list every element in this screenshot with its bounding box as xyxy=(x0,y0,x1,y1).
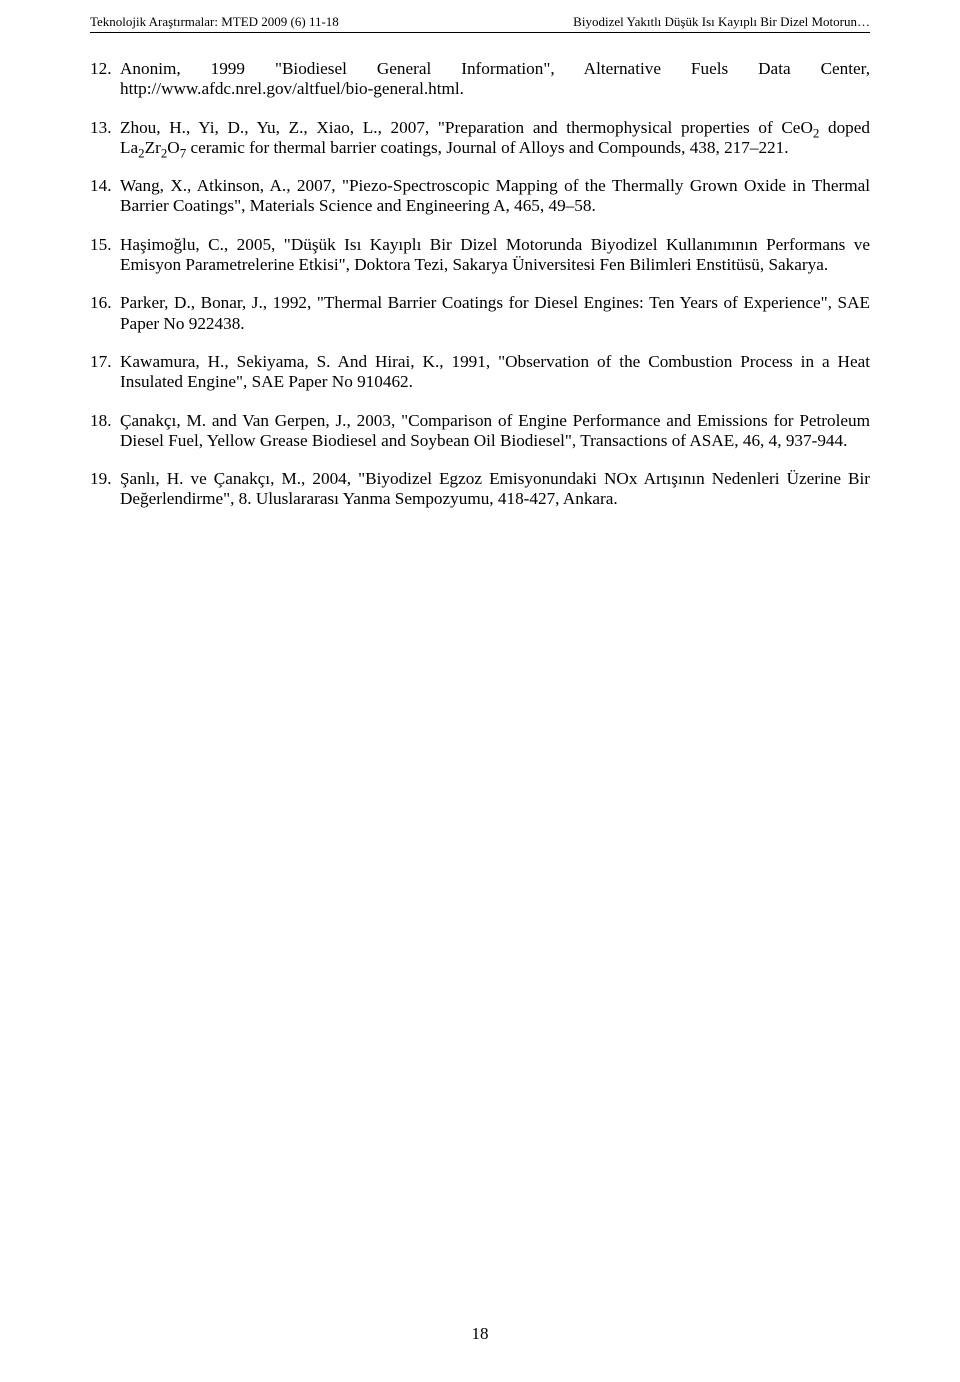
reference-number: 14. xyxy=(90,176,120,217)
reference-number: 18. xyxy=(90,411,120,452)
reference-item: 16. Parker, D., Bonar, J., 1992, "Therma… xyxy=(90,293,870,334)
reference-number: 15. xyxy=(90,235,120,276)
header-left: Teknolojik Araştırmalar: MTED 2009 (6) 1… xyxy=(90,14,339,30)
reference-item: 14. Wang, X., Atkinson, A., 2007, "Piezo… xyxy=(90,176,870,217)
reference-text: Anonim, 1999 "Biodiesel General Informat… xyxy=(120,59,870,100)
reference-item: 17. Kawamura, H., Sekiyama, S. And Hirai… xyxy=(90,352,870,393)
reference-text: Çanakçı, M. and Van Gerpen, J., 2003, "C… xyxy=(120,411,870,452)
reference-number: 16. xyxy=(90,293,120,334)
reference-text: Şanlı, H. ve Çanakçı, M., 2004, "Biyodiz… xyxy=(120,469,870,510)
reference-item: 18. Çanakçı, M. and Van Gerpen, J., 2003… xyxy=(90,411,870,452)
reference-text: Zhou, H., Yi, D., Yu, Z., Xiao, L., 2007… xyxy=(120,118,870,159)
reference-text: Haşimoğlu, C., 2005, "Düşük Isı Kayıplı … xyxy=(120,235,870,276)
reference-item: 19. Şanlı, H. ve Çanakçı, M., 2004, "Biy… xyxy=(90,469,870,510)
reference-item: 13. Zhou, H., Yi, D., Yu, Z., Xiao, L., … xyxy=(90,118,870,159)
running-header: Teknolojik Araştırmalar: MTED 2009 (6) 1… xyxy=(0,0,960,30)
reference-item: 12. Anonim, 1999 "Biodiesel General Info… xyxy=(90,59,870,100)
page-number: 18 xyxy=(0,1324,960,1344)
reference-item: 15. Haşimoğlu, C., 2005, "Düşük Isı Kayı… xyxy=(90,235,870,276)
reference-number: 12. xyxy=(90,59,120,100)
reference-text: Wang, X., Atkinson, A., 2007, "Piezo-Spe… xyxy=(120,176,870,217)
references-block: 12. Anonim, 1999 "Biodiesel General Info… xyxy=(0,33,960,510)
reference-text: Parker, D., Bonar, J., 1992, "Thermal Ba… xyxy=(120,293,870,334)
reference-number: 17. xyxy=(90,352,120,393)
reference-text: Kawamura, H., Sekiyama, S. And Hirai, K.… xyxy=(120,352,870,393)
reference-number: 19. xyxy=(90,469,120,510)
reference-number: 13. xyxy=(90,118,120,159)
header-right: Biyodizel Yakıtlı Düşük Isı Kayıplı Bir … xyxy=(573,14,870,30)
